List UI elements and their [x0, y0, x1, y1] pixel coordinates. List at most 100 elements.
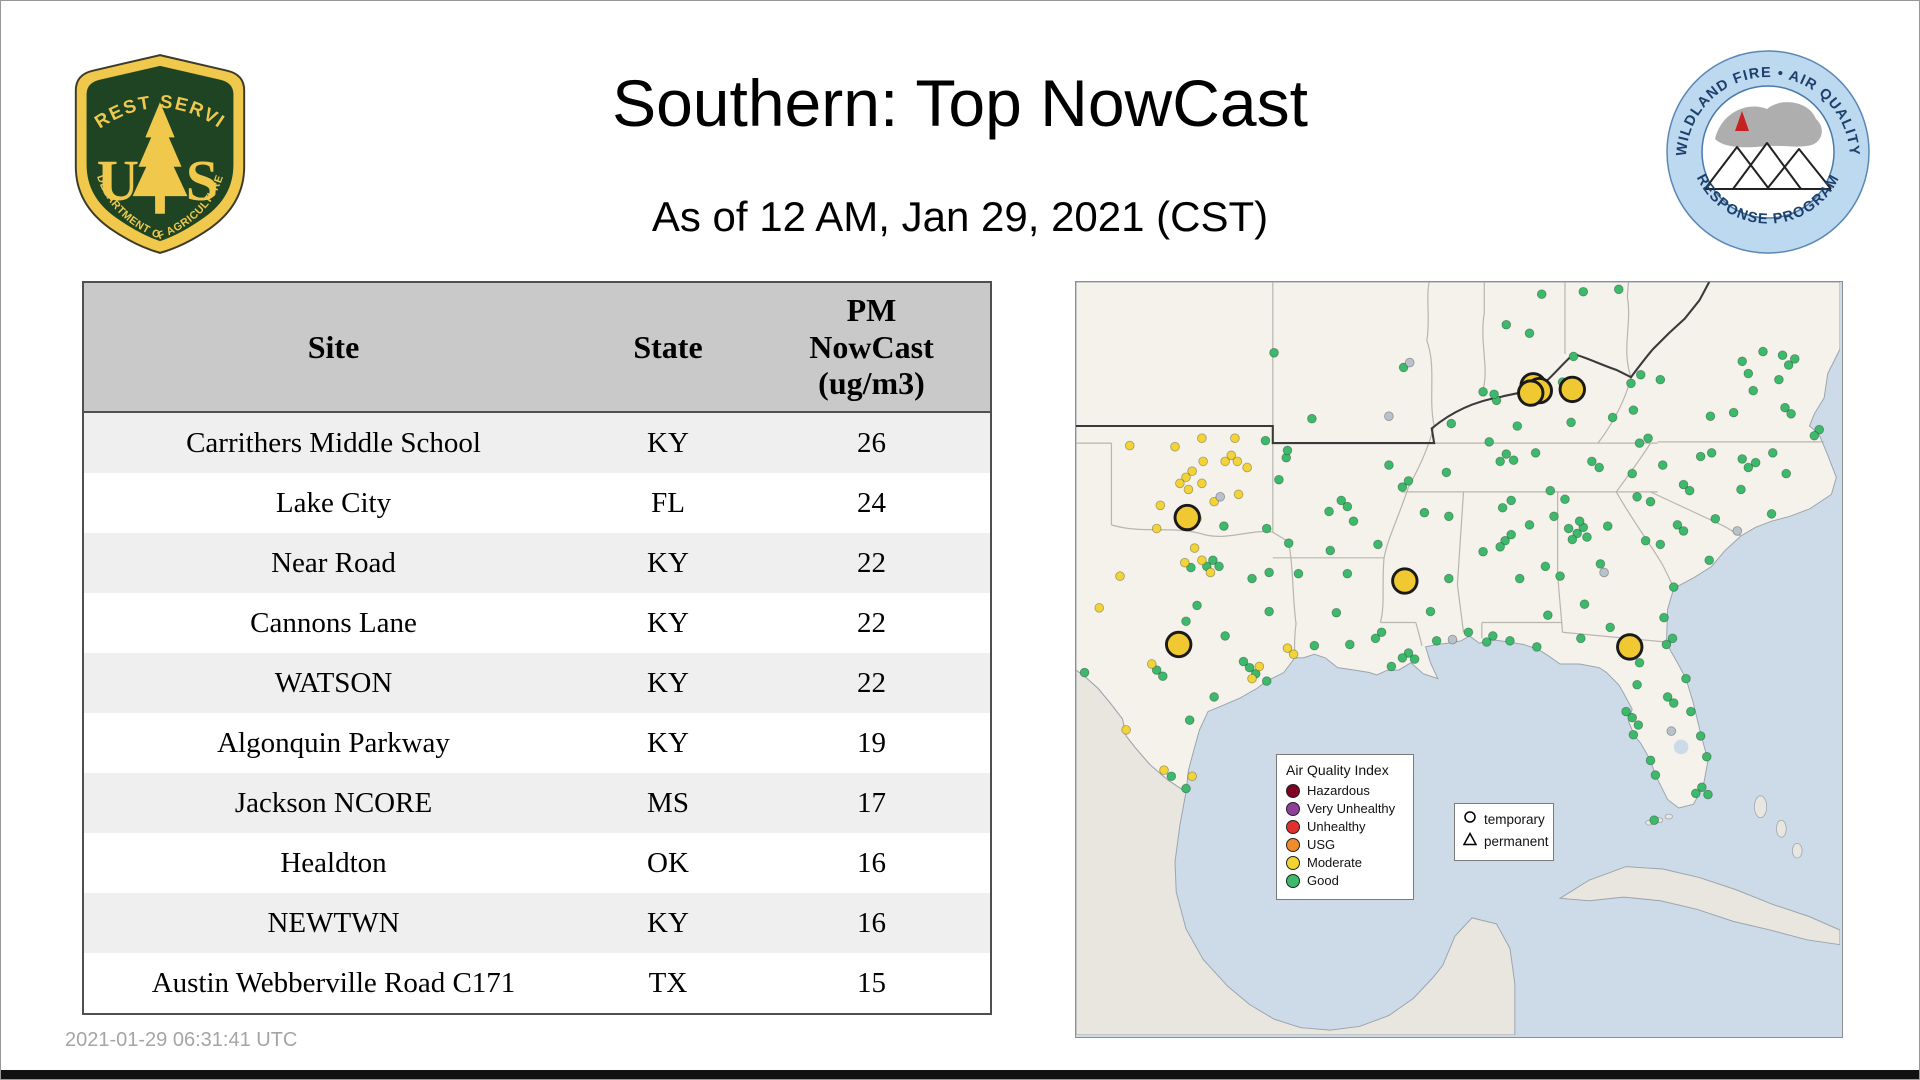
- site-marker[interactable]: [1532, 642, 1542, 652]
- site-marker[interactable]: [1495, 456, 1506, 467]
- top-site-marker[interactable]: [1517, 379, 1545, 407]
- site-marker[interactable]: [1447, 634, 1458, 645]
- site-marker[interactable]: [1587, 456, 1597, 467]
- site-marker[interactable]: [1563, 523, 1574, 534]
- site-marker[interactable]: [1627, 712, 1638, 723]
- site-marker[interactable]: [1215, 491, 1226, 502]
- site-marker[interactable]: [1710, 513, 1721, 524]
- site-marker[interactable]: [1079, 667, 1090, 678]
- site-marker[interactable]: [1626, 378, 1636, 389]
- site-marker[interactable]: [1431, 635, 1442, 646]
- site-marker[interactable]: [1309, 640, 1320, 651]
- site-marker[interactable]: [1572, 528, 1583, 539]
- site-marker[interactable]: [1197, 478, 1207, 489]
- site-marker[interactable]: [1578, 286, 1589, 297]
- site-marker[interactable]: [1238, 656, 1249, 667]
- top-site-marker[interactable]: [1164, 630, 1193, 659]
- site-marker[interactable]: [1264, 567, 1274, 578]
- site-marker[interactable]: [1662, 692, 1673, 702]
- site-marker[interactable]: [1512, 421, 1523, 431]
- site-marker[interactable]: [1540, 561, 1551, 572]
- site-marker[interactable]: [1166, 771, 1177, 782]
- site-marker[interactable]: [1260, 435, 1271, 446]
- site-marker[interactable]: [1668, 698, 1679, 708]
- site-marker[interactable]: [1444, 573, 1454, 584]
- site-marker[interactable]: [1706, 448, 1717, 458]
- site-marker[interactable]: [1197, 555, 1207, 566]
- site-marker[interactable]: [1621, 706, 1631, 717]
- site-marker[interactable]: [1404, 357, 1415, 368]
- site-marker[interactable]: [1242, 462, 1252, 473]
- site-marker[interactable]: [1489, 389, 1499, 400]
- site-marker[interactable]: [1331, 607, 1342, 618]
- air-quality-map[interactable]: Air Quality Index Hazardous Very Unhealth…: [1075, 281, 1843, 1038]
- site-marker[interactable]: [1197, 433, 1207, 444]
- site-marker[interactable]: [1230, 433, 1240, 444]
- site-marker[interactable]: [1344, 639, 1355, 650]
- site-marker[interactable]: [1247, 573, 1257, 584]
- site-marker[interactable]: [1336, 495, 1347, 506]
- site-marker[interactable]: [1488, 631, 1498, 641]
- site-marker[interactable]: [1274, 474, 1284, 485]
- site-marker[interactable]: [1643, 433, 1653, 444]
- site-marker[interactable]: [1659, 612, 1669, 623]
- site-marker[interactable]: [1425, 606, 1436, 617]
- site-marker[interactable]: [1780, 402, 1790, 413]
- site-marker[interactable]: [1184, 715, 1195, 725]
- site-marker[interactable]: [1254, 661, 1265, 672]
- site-marker[interactable]: [1261, 523, 1272, 534]
- site-marker[interactable]: [1566, 417, 1576, 428]
- site-marker[interactable]: [1705, 411, 1716, 422]
- site-marker[interactable]: [1635, 369, 1646, 380]
- site-marker[interactable]: [1419, 507, 1430, 518]
- site-marker[interactable]: [1681, 673, 1691, 684]
- site-marker[interactable]: [1121, 725, 1131, 735]
- site-marker[interactable]: [1514, 573, 1525, 584]
- site-marker[interactable]: [1814, 424, 1825, 435]
- site-marker[interactable]: [1650, 770, 1661, 780]
- site-marker[interactable]: [1645, 755, 1656, 766]
- site-marker[interactable]: [1205, 567, 1216, 578]
- site-marker[interactable]: [1282, 445, 1293, 456]
- site-marker[interactable]: [1809, 430, 1820, 441]
- site-marker[interactable]: [1159, 765, 1169, 775]
- site-marker[interactable]: [1233, 489, 1244, 500]
- site-marker[interactable]: [1288, 649, 1299, 660]
- site-marker[interactable]: [1348, 516, 1359, 527]
- site-marker[interactable]: [1686, 706, 1696, 717]
- site-marker[interactable]: [1183, 484, 1194, 495]
- site-marker[interactable]: [1192, 600, 1202, 611]
- site-marker[interactable]: [1209, 692, 1219, 702]
- site-marker[interactable]: [1582, 532, 1592, 542]
- site-marker[interactable]: [1501, 319, 1512, 330]
- site-marker[interactable]: [1505, 635, 1515, 646]
- site-marker[interactable]: [1398, 362, 1409, 373]
- site-marker[interactable]: [1599, 567, 1609, 578]
- site-marker[interactable]: [1342, 568, 1353, 579]
- site-marker[interactable]: [1198, 456, 1208, 467]
- site-marker[interactable]: [1484, 437, 1494, 447]
- site-marker[interactable]: [1736, 484, 1746, 495]
- site-marker[interactable]: [1444, 511, 1454, 522]
- site-marker[interactable]: [1632, 491, 1642, 502]
- site-marker[interactable]: [1307, 413, 1317, 424]
- site-marker[interactable]: [1774, 374, 1784, 385]
- site-marker[interactable]: [1175, 478, 1185, 489]
- site-marker[interactable]: [1181, 472, 1191, 483]
- top-site-marker[interactable]: [1173, 503, 1201, 532]
- site-marker[interactable]: [1500, 535, 1510, 546]
- site-marker[interactable]: [1151, 665, 1162, 675]
- site-marker[interactable]: [1607, 412, 1618, 423]
- site-marker[interactable]: [1324, 506, 1334, 517]
- site-marker[interactable]: [1657, 460, 1668, 470]
- site-marker[interactable]: [1151, 523, 1162, 534]
- site-marker[interactable]: [1524, 328, 1535, 339]
- site-marker[interactable]: [1701, 751, 1712, 762]
- site-marker[interactable]: [1732, 526, 1743, 536]
- site-marker[interactable]: [1384, 411, 1394, 422]
- site-marker[interactable]: [1640, 535, 1651, 546]
- site-marker[interactable]: [1530, 448, 1541, 458]
- site-marker[interactable]: [1124, 440, 1135, 451]
- site-marker[interactable]: [1602, 521, 1613, 531]
- site-marker[interactable]: [1208, 555, 1218, 566]
